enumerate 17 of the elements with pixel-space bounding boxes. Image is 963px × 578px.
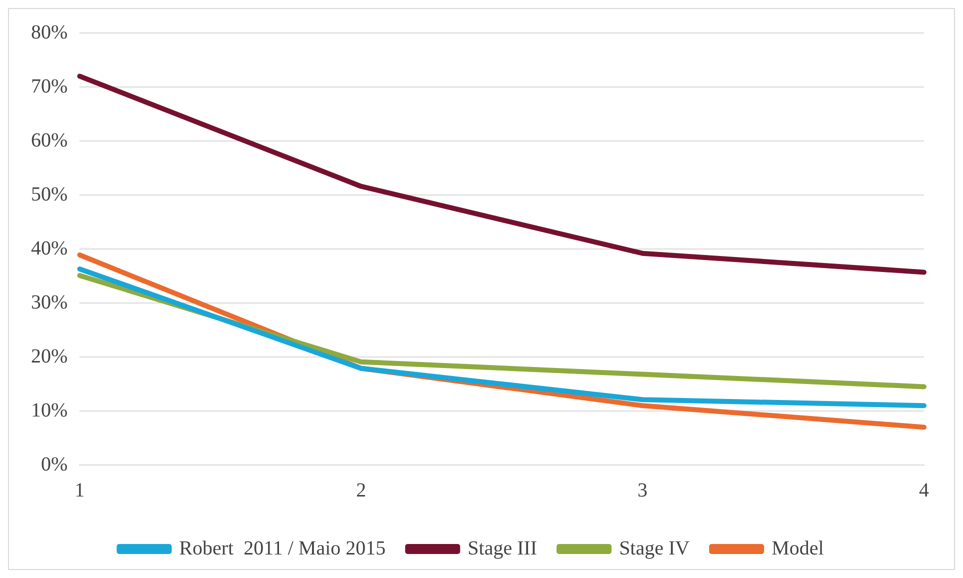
y-tick-label: 20% <box>30 345 68 368</box>
y-tick-label: 70% <box>30 75 68 98</box>
legend-label: Model <box>772 537 824 560</box>
y-tick-label: 50% <box>30 183 68 206</box>
legend-label: Stage IV <box>619 537 690 560</box>
legend-label: Stage III <box>468 537 538 560</box>
y-tick-label: 10% <box>30 399 68 422</box>
y-tick-label: 80% <box>30 21 68 44</box>
y-tick-label: 0% <box>40 453 68 476</box>
x-tick-label: 3 <box>638 479 648 502</box>
y-tick-label: 30% <box>30 291 68 314</box>
legend-label: Robert 2011 / Maio 2015 <box>179 537 386 560</box>
x-tick-label: 4 <box>919 479 929 502</box>
x-tick-label: 1 <box>74 479 85 502</box>
y-tick-label: 60% <box>30 129 68 152</box>
x-tick-label: 2 <box>356 479 366 502</box>
y-tick-label: 40% <box>30 237 68 260</box>
